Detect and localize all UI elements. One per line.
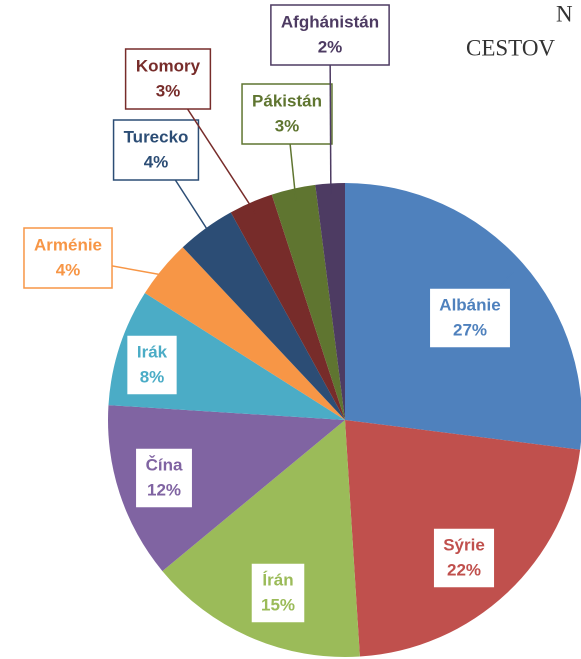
category-label: Albánie	[439, 295, 500, 314]
value-label: 12%	[147, 480, 181, 499]
value-label: 15%	[261, 595, 295, 614]
data-label: Turecko 4%	[112, 119, 214, 239]
data-label: Sýrie 22%	[432, 527, 500, 589]
category-label: Čína	[146, 455, 183, 474]
data-label: Arménie 4%	[23, 227, 172, 289]
label-box	[250, 562, 306, 624]
category-label: Sýrie	[443, 535, 485, 554]
category-label: Turecko	[124, 127, 189, 146]
chart-title-line: N	[556, 1, 573, 26]
category-label: Arménie	[34, 235, 102, 254]
data-label: Pákistán 3%	[241, 83, 333, 201]
label-box	[270, 4, 390, 66]
data-label: Irák 8%	[125, 334, 179, 396]
value-label: 3%	[156, 81, 181, 100]
label-box	[23, 227, 113, 289]
pie-slice	[162, 420, 360, 657]
pie-slice	[230, 194, 345, 420]
label-box	[124, 48, 212, 110]
label-box	[432, 527, 496, 589]
value-label: 27%	[453, 320, 487, 339]
data-label: Komory 3%	[124, 48, 257, 214]
pie-slice	[144, 247, 345, 420]
value-label: 8%	[140, 367, 165, 386]
value-label: 3%	[275, 116, 300, 135]
pie-slice	[182, 212, 345, 420]
data-label: Írán 15%	[250, 562, 306, 627]
value-label: 4%	[56, 260, 81, 279]
value-label: 4%	[144, 152, 169, 171]
label-box	[112, 119, 200, 181]
data-label: Afghánistán 2%	[270, 4, 390, 196]
category-label: Írán	[262, 570, 293, 589]
label-box	[125, 334, 179, 396]
chart-title-line: CESTOV	[466, 35, 555, 60]
category-label: Afghánistán	[281, 12, 379, 31]
category-label: Irák	[137, 342, 168, 361]
pie-slice	[271, 184, 345, 420]
value-label: 22%	[447, 560, 481, 579]
data-label: Albánie 27%	[428, 270, 515, 349]
pie-slice	[108, 405, 345, 572]
value-label: 2%	[318, 37, 343, 56]
label-box	[134, 447, 194, 509]
label-box	[241, 83, 333, 145]
pie-slice	[315, 183, 345, 420]
data-label: Čína 12%	[130, 447, 194, 509]
category-label: Komory	[136, 56, 201, 75]
category-label: Pákistán	[252, 91, 322, 110]
label-box	[428, 287, 512, 349]
